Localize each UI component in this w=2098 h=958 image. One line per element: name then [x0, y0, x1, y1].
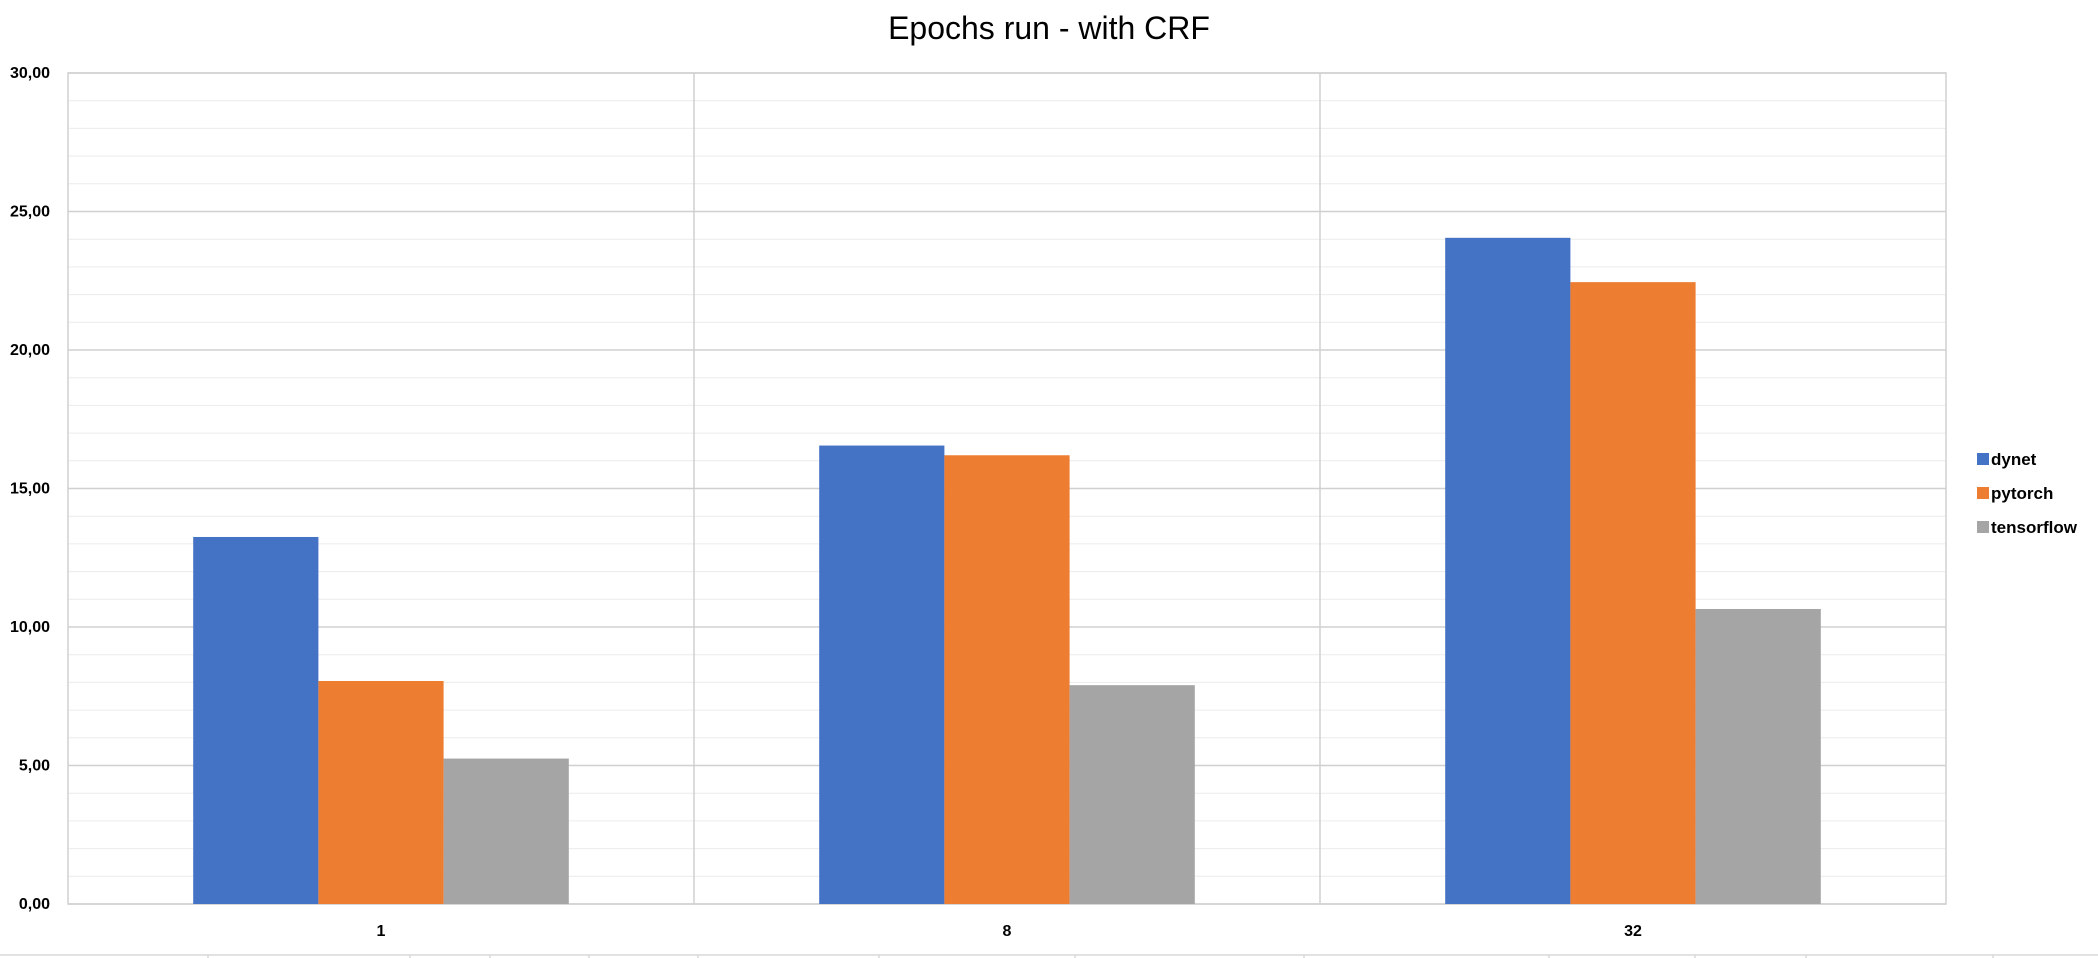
bar-pytorch-8 [944, 455, 1070, 904]
y-tick-label: 25,00 [10, 204, 50, 221]
y-tick-label: 10,00 [10, 619, 50, 636]
bar-dynet-1 [193, 536, 319, 904]
bar-tensorflow-8 [1069, 685, 1195, 904]
y-tick-label: 5,00 [19, 758, 50, 775]
y-tick-label: 0,00 [19, 896, 50, 913]
legend-label-tensorflow: tensorflow [1991, 518, 2078, 537]
y-tick-label: 15,00 [10, 481, 50, 498]
bar-pytorch-32 [1570, 282, 1696, 904]
y-axis: 0,00 5,00 10,00 15,00 20,00 25,00 30,00 [10, 65, 50, 913]
legend-label-dynet: dynet [1991, 450, 2037, 469]
bar-pytorch-1 [318, 681, 444, 904]
legend: dynet pytorch tensorflow [1977, 450, 2078, 537]
legend-swatch-tensorflow [1977, 521, 1989, 533]
y-tick-label: 30,00 [10, 65, 50, 82]
x-axis: 1 8 32 [377, 923, 1642, 940]
bar-dynet-32 [1445, 237, 1571, 904]
x-tick-label: 32 [1624, 923, 1642, 940]
x-tick-label: 1 [377, 923, 386, 940]
chart-title: Epochs run - with CRF [888, 10, 1210, 46]
x-tick-label: 8 [1003, 923, 1012, 940]
legend-swatch-pytorch [1977, 487, 1989, 499]
y-tick-label: 20,00 [10, 342, 50, 359]
bars [193, 237, 1821, 904]
bar-dynet-8 [819, 445, 945, 904]
bar-tensorflow-32 [1695, 608, 1821, 904]
bar-tensorflow-1 [443, 758, 569, 904]
legend-swatch-dynet [1977, 453, 1989, 465]
legend-label-pytorch: pytorch [1991, 484, 2053, 503]
